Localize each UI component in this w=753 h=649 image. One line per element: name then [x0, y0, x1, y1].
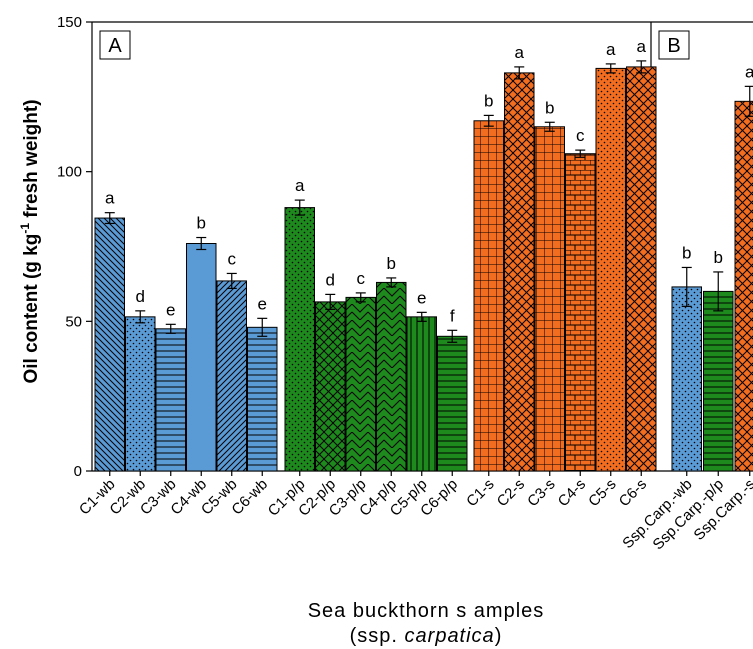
panel-b-label-box	[658, 30, 690, 60]
panel-a-bar	[247, 326, 278, 472]
panel-a-sig-letter: c	[357, 269, 366, 288]
x-axis-title-line1: Sea buckthorn s amples	[308, 600, 545, 622]
panel-a-sig-letter: b	[387, 254, 396, 273]
panel-a-sig-letter: b	[484, 91, 493, 110]
panel-a-sig-letter: e	[417, 288, 426, 307]
y-axis-title-tail: fresh weight)	[21, 99, 42, 223]
x-axis-title-suffix: )	[495, 625, 503, 647]
panel-a-category-label: C3-s	[524, 476, 558, 510]
panel-a-sig-letter: e	[258, 294, 267, 313]
panel-a-bar	[406, 316, 437, 472]
x-axis-title-line2: (ssp. carpatica)	[350, 625, 503, 647]
panel-a-sig-letter: b	[197, 214, 206, 233]
panel-a-bar	[186, 243, 217, 472]
panel-a-bar	[315, 301, 346, 472]
panel-b-bar	[671, 286, 702, 472]
panel-b-label: B	[667, 35, 680, 57]
panel-a-sig-letter: d	[326, 270, 335, 289]
panel-a-bar	[94, 217, 125, 472]
panel-a-sig-letter: c	[576, 126, 585, 145]
panel-a-bar	[504, 72, 535, 472]
panel-a-sig-letter: a	[515, 43, 525, 62]
panel-a-category-label: C1-s	[463, 476, 497, 510]
panel-a-label-box	[99, 30, 131, 60]
panel-a-bar	[473, 120, 504, 472]
y-axis-title-main: Oil content (g kg	[21, 234, 42, 384]
panel-a-bar	[534, 126, 565, 472]
panel-a-bar	[125, 316, 156, 472]
panel-a-category-label: C2-s	[494, 476, 528, 510]
panel-a-bar	[626, 66, 657, 472]
panel-a-bar	[345, 296, 376, 472]
panel-a-bar	[216, 280, 247, 472]
panel-b-sig-letter: a	[745, 62, 753, 81]
panel-a-bar	[155, 328, 186, 472]
panel-b: B	[658, 30, 753, 476]
panel-b-sig-letter: b	[682, 243, 691, 262]
y-axis-title-sup: -1	[18, 223, 32, 234]
y-tick-label: 150	[57, 14, 82, 31]
panel-b-sig-letter: b	[714, 248, 723, 267]
panel-a-bar	[595, 67, 626, 472]
panel-a-sig-letter: a	[105, 189, 115, 208]
panel-b-bar	[734, 100, 753, 472]
panel-a-sig-letter: a	[606, 40, 616, 59]
panel-a-sig-letter: d	[136, 287, 145, 306]
panel-a-category-label: C5-s	[585, 476, 619, 510]
panel-a: A	[86, 21, 753, 476]
panel-a-sig-letter: c	[228, 249, 237, 268]
y-tick-label: 50	[65, 313, 82, 330]
panel-a-bar	[565, 153, 596, 472]
panel-a-sig-letter: b	[545, 98, 554, 117]
panel-a-label: A	[108, 35, 122, 57]
y-tick-label: 0	[74, 463, 82, 480]
panel-b-bar	[703, 290, 734, 472]
y-tick-label: 100	[57, 164, 82, 181]
panel-a-sig-letter: a	[295, 176, 305, 195]
panel-a-sig-letter: e	[166, 300, 175, 319]
panel-a-sig-letter: a	[637, 37, 647, 56]
x-axis-title-prefix: (ssp.	[350, 625, 405, 647]
panel-a-category-label: C6-s	[616, 476, 650, 510]
panel-a-category-label: C4-s	[555, 476, 589, 510]
panel-a-sig-letter: f	[450, 306, 455, 325]
panel-a-bar	[437, 335, 468, 472]
panel-a-bar	[376, 281, 407, 472]
y-axis-title: Oil content (g kg-1 fresh weight)	[18, 99, 42, 383]
panel-a-bar	[284, 207, 315, 472]
x-axis-title-italic: carpatica	[405, 625, 495, 647]
